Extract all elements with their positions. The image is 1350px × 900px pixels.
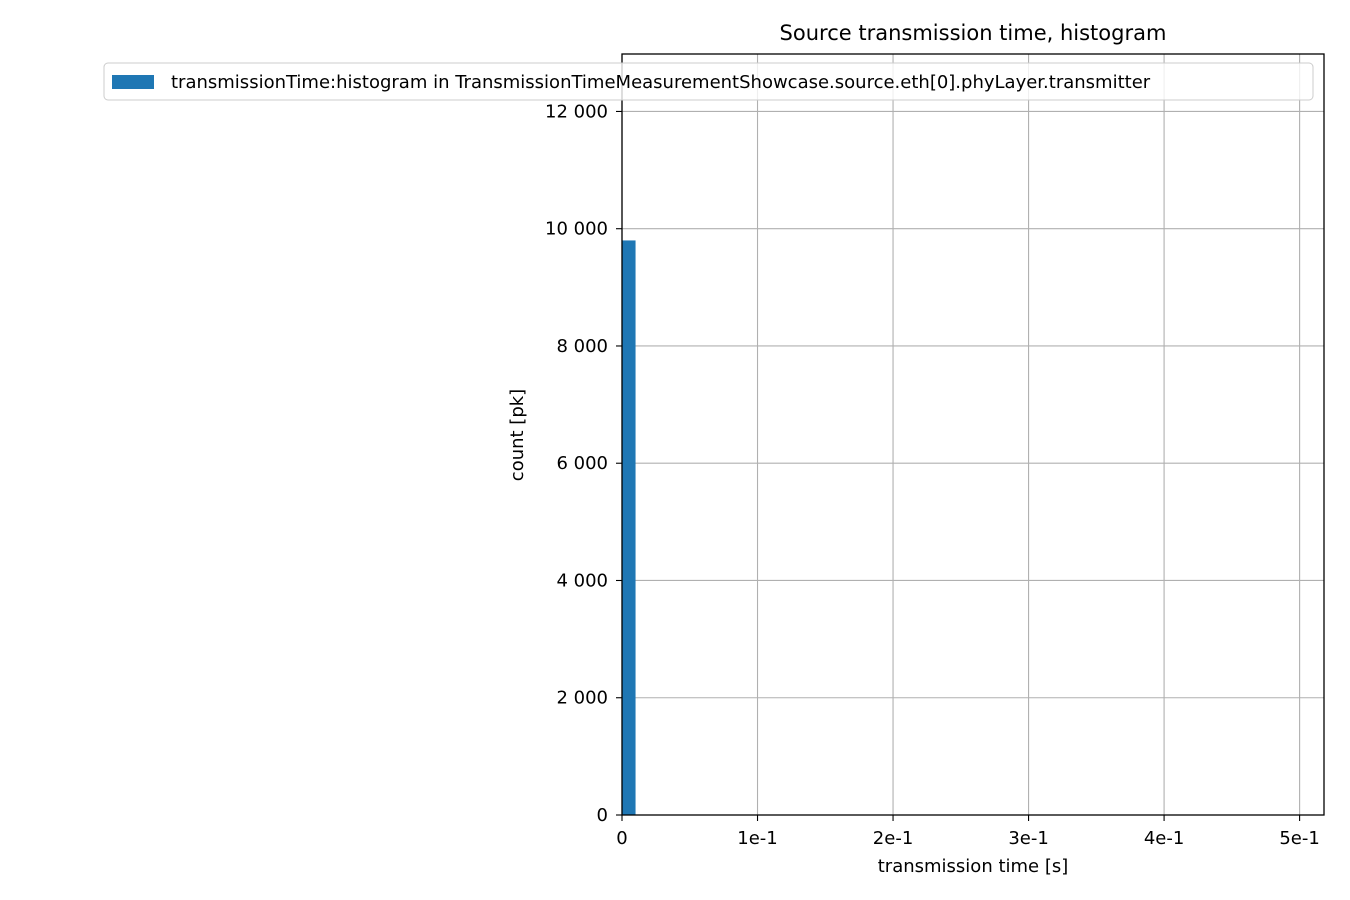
- x-tick-label: 3e-1: [1008, 828, 1048, 849]
- plot-frame: [621, 53, 1325, 816]
- y-tick-label: 12 000: [545, 101, 608, 122]
- legend: transmissionTime:histogram in Transmissi…: [103, 62, 1314, 101]
- y-tick-label: 4 000: [556, 570, 608, 591]
- legend-label: transmissionTime:histogram in Transmissi…: [171, 72, 1151, 93]
- x-tick-label: 0: [616, 828, 627, 849]
- x-tick-label: 4e-1: [1144, 828, 1184, 849]
- y-tick-label: 8 000: [556, 336, 608, 357]
- histogram-bars: [622, 240, 636, 815]
- x-tick-label: 2e-1: [873, 828, 913, 849]
- x-axis-ticks: 0 1e-1 2e-1 3e-1 4e-1 5e-1: [616, 815, 1320, 849]
- x-axis-label: transmission time [s]: [878, 856, 1069, 877]
- chart-title: Source transmission time, histogram: [780, 21, 1167, 45]
- y-tick-label: 6 000: [556, 453, 608, 474]
- grid-lines: [621, 54, 1324, 816]
- legend-swatch: [112, 75, 154, 89]
- y-tick-label: 2 000: [556, 688, 608, 709]
- x-tick-label: 5e-1: [1279, 828, 1319, 849]
- y-tick-label: 10 000: [545, 219, 608, 240]
- y-axis-label: count [pk]: [507, 389, 528, 481]
- histogram-bar: [622, 240, 636, 815]
- legend-box: [103, 62, 1314, 101]
- x-tick-label: 1e-1: [737, 828, 777, 849]
- y-axis-ticks: 0 2 000 4 000 6 000 8 000 10 000 12 000: [545, 101, 622, 826]
- y-tick-label: 0: [597, 805, 608, 826]
